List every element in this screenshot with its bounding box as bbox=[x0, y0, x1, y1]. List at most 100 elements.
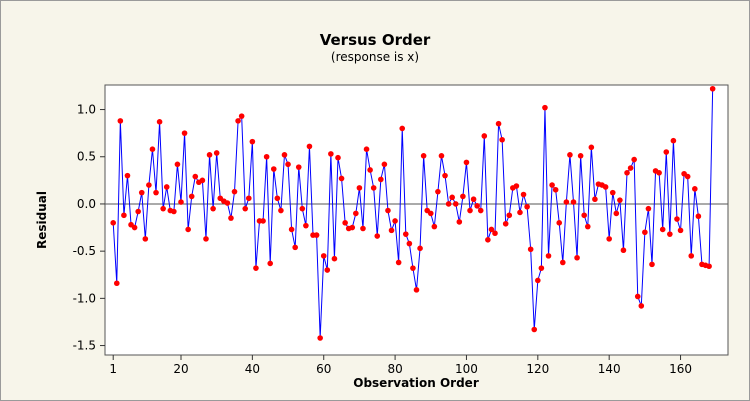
y-tick-label: -0.5 bbox=[73, 244, 96, 258]
data-point bbox=[203, 236, 209, 242]
data-point bbox=[381, 161, 388, 168]
data-point bbox=[238, 113, 245, 119]
data-point bbox=[288, 226, 295, 233]
data-point bbox=[527, 246, 534, 253]
data-point bbox=[181, 130, 188, 136]
data-point bbox=[502, 220, 509, 227]
data-point bbox=[149, 146, 156, 152]
data-point bbox=[538, 265, 545, 271]
data-point bbox=[356, 185, 363, 191]
data-point bbox=[495, 120, 502, 127]
data-point bbox=[138, 189, 145, 196]
x-tick-label: 100 bbox=[455, 362, 478, 376]
data-point bbox=[627, 165, 634, 171]
y-tick-label: -1.5 bbox=[73, 339, 96, 353]
data-point bbox=[563, 199, 570, 205]
data-point bbox=[477, 207, 484, 214]
data-point bbox=[192, 173, 199, 180]
data-point bbox=[492, 230, 498, 237]
data-point bbox=[638, 303, 645, 309]
data-point bbox=[435, 188, 441, 195]
data-point bbox=[506, 212, 513, 219]
data-point bbox=[531, 326, 538, 333]
data-point bbox=[353, 210, 359, 217]
data-point bbox=[684, 173, 691, 180]
data-point bbox=[410, 265, 416, 271]
data-point bbox=[249, 138, 256, 145]
data-point bbox=[131, 224, 138, 231]
data-point bbox=[270, 166, 277, 172]
data-point bbox=[213, 150, 220, 156]
data-point bbox=[542, 104, 548, 111]
data-point bbox=[552, 186, 559, 193]
data-point bbox=[634, 293, 641, 300]
data-point bbox=[620, 247, 627, 254]
data-point bbox=[399, 125, 406, 132]
data-point bbox=[592, 196, 598, 203]
data-point bbox=[349, 224, 356, 231]
data-point bbox=[588, 144, 595, 151]
data-point bbox=[163, 184, 170, 190]
data-point bbox=[427, 210, 434, 217]
data-point bbox=[135, 208, 141, 215]
data-point bbox=[160, 205, 166, 212]
data-point bbox=[178, 199, 184, 205]
data-point bbox=[474, 203, 480, 209]
data-point bbox=[328, 151, 334, 157]
data-point bbox=[456, 219, 463, 225]
data-point bbox=[577, 153, 584, 159]
data-point bbox=[467, 207, 473, 214]
data-point bbox=[445, 201, 452, 207]
data-point bbox=[574, 254, 580, 261]
data-point bbox=[331, 255, 338, 262]
y-tick-label: 0.5 bbox=[77, 150, 96, 164]
data-point bbox=[245, 195, 252, 202]
data-point bbox=[188, 193, 195, 200]
x-tick-label: 160 bbox=[669, 362, 692, 376]
data-point bbox=[559, 259, 566, 266]
data-point bbox=[677, 227, 684, 234]
data-point bbox=[545, 253, 552, 259]
data-point bbox=[317, 335, 323, 341]
data-point bbox=[645, 205, 652, 212]
data-point bbox=[667, 231, 673, 237]
data-point bbox=[481, 133, 488, 139]
data-point bbox=[613, 210, 620, 217]
y-tick-label: 1.0 bbox=[77, 103, 96, 117]
data-point bbox=[570, 199, 577, 205]
data-point bbox=[624, 169, 630, 176]
data-point bbox=[263, 153, 270, 160]
data-point bbox=[185, 226, 191, 233]
data-point bbox=[295, 164, 302, 170]
y-axis-label: Residual bbox=[35, 191, 49, 249]
data-point bbox=[452, 201, 459, 207]
data-point bbox=[253, 265, 259, 271]
data-point bbox=[642, 229, 648, 236]
x-tick-label: 20 bbox=[173, 362, 188, 376]
data-point bbox=[292, 244, 298, 251]
data-point bbox=[709, 85, 716, 92]
data-point bbox=[584, 223, 591, 230]
data-point bbox=[674, 216, 680, 222]
data-point bbox=[617, 197, 623, 203]
data-point bbox=[274, 195, 281, 202]
data-point bbox=[260, 218, 266, 224]
data-point bbox=[342, 220, 348, 226]
data-point bbox=[335, 154, 341, 161]
data-point bbox=[117, 118, 124, 124]
data-point bbox=[385, 207, 391, 214]
data-point bbox=[156, 119, 163, 125]
data-point bbox=[242, 205, 249, 212]
data-point bbox=[631, 156, 637, 163]
data-point bbox=[659, 226, 666, 233]
data-point bbox=[460, 193, 466, 200]
data-point bbox=[363, 146, 370, 152]
chart-title: Versus Order bbox=[320, 31, 431, 49]
data-point bbox=[367, 167, 373, 173]
data-point bbox=[549, 182, 555, 188]
data-point bbox=[420, 153, 427, 159]
data-point bbox=[431, 223, 438, 230]
data-point bbox=[338, 175, 345, 182]
x-tick-label: 140 bbox=[598, 362, 621, 376]
